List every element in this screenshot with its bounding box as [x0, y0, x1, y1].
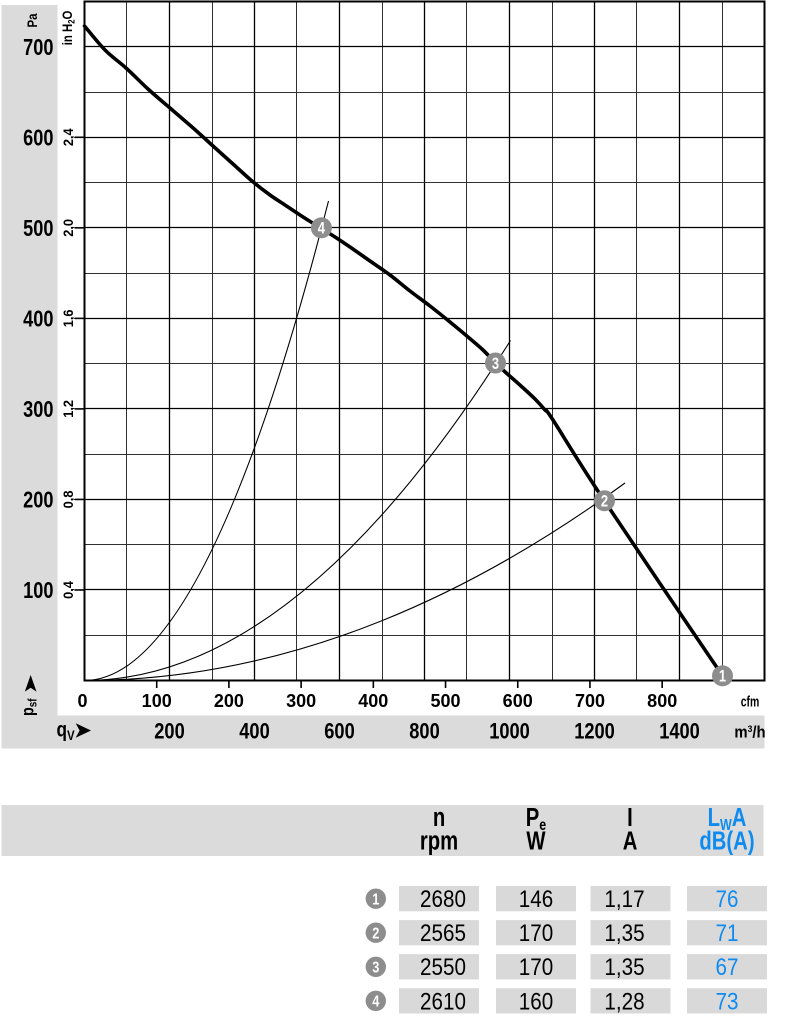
svg-text:2,4: 2,4 — [60, 128, 76, 146]
svg-text:m3/h: m3/h — [734, 724, 765, 742]
svg-text:170: 170 — [519, 954, 553, 981]
svg-text:1,35: 1,35 — [604, 920, 644, 947]
svg-text:200: 200 — [154, 720, 184, 744]
svg-text:800: 800 — [409, 720, 439, 744]
svg-text:700: 700 — [23, 35, 53, 61]
svg-text:2565: 2565 — [420, 920, 466, 947]
svg-text:1,28: 1,28 — [604, 988, 644, 1015]
svg-text:dB(A): dB(A) — [699, 826, 754, 855]
svg-text:1400: 1400 — [659, 720, 700, 744]
svg-text:2,0: 2,0 — [60, 219, 76, 237]
svg-text:67: 67 — [716, 954, 739, 981]
svg-text:500: 500 — [23, 216, 53, 242]
svg-text:I: I — [627, 803, 633, 832]
svg-text:1,17: 1,17 — [604, 886, 644, 913]
svg-text:160: 160 — [519, 988, 553, 1015]
svg-text:600: 600 — [23, 126, 53, 152]
svg-text:1,35: 1,35 — [604, 954, 644, 981]
svg-text:800: 800 — [647, 691, 677, 711]
svg-text:A: A — [623, 826, 638, 855]
svg-text:0,8: 0,8 — [60, 490, 76, 508]
svg-text:1000: 1000 — [489, 720, 530, 744]
svg-text:rpm: rpm — [420, 826, 458, 855]
svg-text:400: 400 — [23, 307, 53, 333]
svg-text:2610: 2610 — [420, 988, 466, 1015]
svg-text:500: 500 — [430, 691, 460, 711]
svg-text:400: 400 — [358, 691, 388, 711]
svg-text:400: 400 — [239, 720, 269, 744]
svg-text:200: 200 — [214, 691, 244, 711]
svg-text:Pa: Pa — [25, 13, 40, 28]
svg-text:0,4: 0,4 — [60, 581, 76, 599]
svg-text:1: 1 — [719, 668, 726, 686]
svg-text:W: W — [526, 826, 545, 855]
svg-text:170: 170 — [519, 920, 553, 947]
svg-text:1,6: 1,6 — [60, 309, 76, 327]
svg-text:2680: 2680 — [420, 886, 466, 913]
svg-text:600: 600 — [324, 720, 354, 744]
svg-text:300: 300 — [23, 397, 53, 423]
svg-text:2550: 2550 — [420, 954, 466, 981]
svg-text:1: 1 — [372, 891, 379, 909]
svg-text:3: 3 — [492, 355, 499, 373]
svg-text:76: 76 — [716, 886, 739, 913]
svg-text:146: 146 — [519, 886, 553, 913]
svg-text:300: 300 — [286, 691, 316, 711]
svg-text:0: 0 — [77, 691, 87, 711]
svg-text:in H2O: in H2O — [60, 10, 77, 45]
svg-text:2: 2 — [601, 493, 608, 511]
svg-text:71: 71 — [716, 920, 739, 947]
svg-text:cfm: cfm — [741, 694, 760, 710]
svg-text:4: 4 — [318, 220, 326, 238]
svg-text:73: 73 — [716, 988, 739, 1015]
svg-text:700: 700 — [575, 691, 605, 711]
svg-text:1,2: 1,2 — [60, 400, 76, 418]
svg-text:600: 600 — [503, 691, 533, 711]
svg-text:2: 2 — [372, 925, 379, 943]
svg-text:n: n — [433, 803, 445, 832]
svg-text:1200: 1200 — [574, 720, 615, 744]
svg-text:3: 3 — [372, 959, 379, 977]
svg-text:100: 100 — [142, 691, 172, 711]
svg-text:4: 4 — [372, 993, 379, 1011]
svg-text:100: 100 — [23, 578, 53, 604]
svg-text:200: 200 — [23, 488, 53, 514]
